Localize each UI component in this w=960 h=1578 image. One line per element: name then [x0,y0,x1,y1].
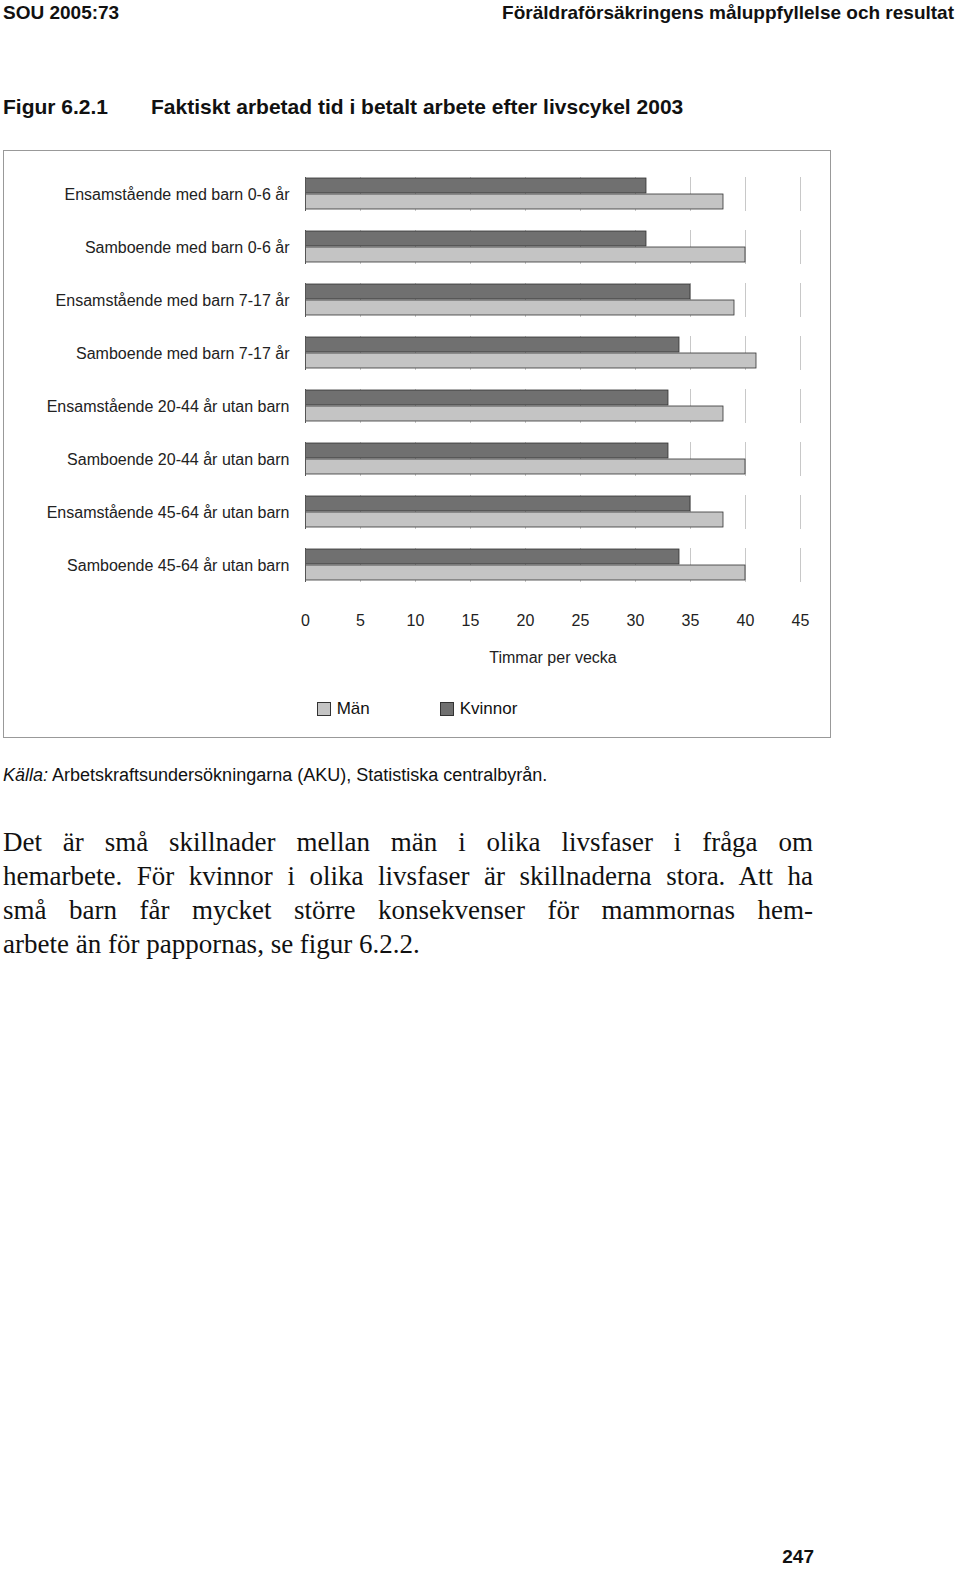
html-text:Figur 6.2.1: Figur 6.2.1 [3,95,108,118]
html-text:Kvinnor: Kvinnor [459,699,518,718]
svg-text:10: 10 [407,612,425,629]
svg-text:Ensamstående 20-44 år utan bar: Ensamstående 20-44 år utan barn [47,398,290,415]
html-text:Föräldraförsäkringens måluppfy: Föräldraförsäkringens måluppfyllelse och… [502,2,954,23]
svg-text:5: 5 [356,612,365,629]
svg-text:Samboende 20-44 år utan barn: Samboende 20-44 år utan barn [67,451,289,468]
html-text:Det är små skillnader mellan m: Det är små skillnader mellan män i olika… [3,827,813,857]
html-text:små barn får mycket större kon: små barn får mycket större konsekvenser … [3,895,813,925]
svg-text:Timmar per vecka: Timmar per vecka [489,649,617,666]
svg-text:25: 25 [572,612,590,629]
html-text:Faktiskt arbetad tid i betalt: Faktiskt arbetad tid i betalt arbete eft… [151,95,684,118]
svg-text:Samboende med barn 7-17 år: Samboende med barn 7-17 år [76,345,290,362]
svg-text:Ensamstående med barn 0-6 år: Ensamstående med barn 0-6 år [64,186,290,203]
svg-text:Samboende med barn 0-6 år: Samboende med barn 0-6 år [85,239,290,256]
svg-text:30: 30 [627,612,645,629]
svg-text:0: 0 [301,612,310,629]
html-text:247: 247 [782,1546,814,1567]
svg-text:15: 15 [462,612,480,629]
svg-text:Samboende 45-64 år utan barn: Samboende 45-64 år utan barn [67,557,289,574]
svg-text:35: 35 [682,612,700,629]
svg-text:Ensamstående 45-64 år utan bar: Ensamstående 45-64 år utan barn [47,504,290,521]
html-text:hemarbete. För kvinnor i olika: hemarbete. För kvinnor i olika livsfaser… [3,861,813,891]
html-text:Män: Män [336,699,370,718]
html-text:SOU 2005:73: SOU 2005:73 [3,2,120,23]
svg-text:40: 40 [737,612,755,629]
svg-text:45: 45 [792,612,810,629]
svg-text:20: 20 [517,612,535,629]
svg-text:Ensamstående med barn 7-17 år: Ensamstående med barn 7-17 år [56,292,291,309]
html-text:arbete än för pappornas, se fi: arbete än för pappornas, se figur 6.2.2. [3,929,420,959]
html-text:Källa: Arbetskraftsundersöknin: Källa: Arbetskraftsundersökningarna (AKU… [3,765,548,785]
